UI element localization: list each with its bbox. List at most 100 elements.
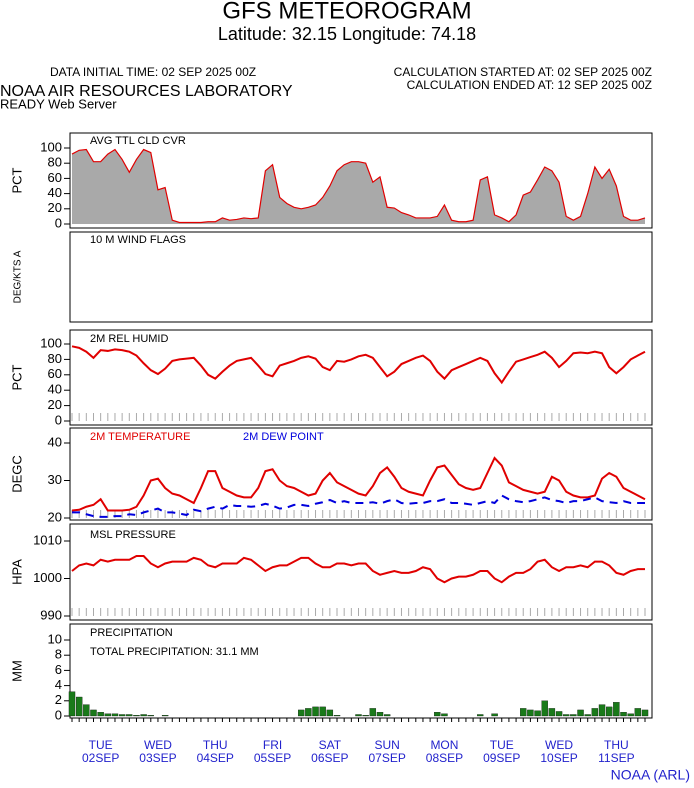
date-label: 10SEP [540, 751, 577, 765]
y-tick-label: 10 [48, 631, 62, 646]
day-label: FRI [263, 738, 282, 752]
cloud-area [72, 149, 645, 224]
precip-bar [312, 706, 319, 717]
y-tick-label: 30 [48, 472, 62, 487]
y-tick-label: 2 [55, 692, 62, 707]
precip-bar [298, 709, 305, 717]
precip-bar [598, 704, 606, 717]
day-label: SUN [374, 738, 399, 752]
day-label: TUE [490, 738, 514, 752]
day-label: TUE [89, 738, 113, 752]
day-label: WED [545, 738, 573, 752]
panel-frame [69, 623, 653, 719]
precip-bar [584, 714, 591, 717]
y-tick-label: 40 [48, 382, 62, 397]
day-label: WED [144, 738, 172, 752]
panel-frame [69, 132, 653, 229]
y-axis-label: HPA [9, 559, 24, 585]
series-line [71, 456, 646, 512]
precip-bar [362, 715, 369, 717]
precip-bar [140, 714, 147, 717]
day-label: THU [604, 738, 629, 752]
calc-ended: CALCULATION ENDED AT: 12 SEP 2025 00Z [407, 78, 652, 92]
y-tick-label: 4 [55, 677, 62, 692]
panel-frame [69, 427, 653, 521]
y-tick-label: 80 [48, 351, 62, 366]
precip-bar [369, 708, 377, 717]
y-tick-label: 8 [55, 647, 62, 662]
precip-bar [355, 714, 362, 717]
date-label: 07SEP [368, 751, 405, 765]
panel-title: 10 M WIND FLAGS [90, 234, 186, 246]
precip-bar [634, 708, 642, 717]
precip-bar [591, 708, 599, 717]
y-tick-label: 1010 [33, 532, 62, 547]
date-label: 04SEP [197, 751, 234, 765]
y-tick-label: 990 [40, 607, 62, 622]
location: Latitude: 32.15 Longitude: 74.18 [218, 24, 476, 44]
precip-bar [548, 708, 556, 717]
y-tick-label: 80 [48, 155, 62, 170]
calc-started: CALCULATION STARTED AT: 02 SEP 2025 00Z [394, 65, 652, 79]
precip-bar [577, 709, 584, 717]
title: GFS METEOROGRAM [222, 0, 471, 24]
precip-bar [111, 713, 119, 717]
precip-bar [376, 712, 384, 717]
precip-bar [97, 712, 104, 717]
precip-bar [75, 696, 83, 717]
precip-bar [641, 709, 649, 717]
panel-frame [69, 523, 653, 621]
precip-bar [326, 709, 334, 717]
date-label: 08SEP [426, 751, 463, 765]
legend-entry: 2M TEMPERATURE [90, 431, 190, 443]
date-label: 11SEP [598, 751, 634, 765]
y-tick-label: 0 [55, 412, 62, 427]
y-axis-label: DEG/KTS A [13, 250, 24, 303]
y-tick-label: 1000 [33, 570, 62, 585]
y-tick-label: 60 [48, 366, 62, 381]
y-tick-label: 6 [55, 662, 62, 677]
precip-bar [570, 714, 577, 717]
precip-bar [83, 704, 90, 717]
day-label: MON [430, 738, 458, 752]
precip-bar [563, 714, 570, 717]
precip-bar [126, 714, 133, 717]
precip-bar [613, 702, 620, 717]
date-label: 03SEP [139, 751, 176, 765]
footer: NOAA (ARL) [611, 767, 690, 783]
precip-bar [118, 714, 126, 717]
precip-bar [605, 706, 613, 717]
y-axis-label: PCT [9, 167, 24, 193]
precip-bar [620, 712, 627, 717]
precip-bar [527, 709, 534, 717]
legend-entry: 2M DEW POINT [243, 431, 324, 443]
precip-bar [133, 715, 140, 717]
y-tick-label: 0 [55, 215, 62, 230]
y-tick-label: 20 [48, 397, 62, 412]
precip-bar [68, 691, 76, 717]
precip-bar [147, 715, 154, 717]
date-label: 06SEP [311, 751, 348, 765]
panel-frame [69, 329, 653, 426]
precip-bar [90, 709, 97, 717]
y-tick-label: 100 [40, 335, 62, 350]
panel-frame [69, 231, 653, 323]
annotation: TOTAL PRECIPITATION: 31.1 MM [90, 646, 259, 658]
precip-bar [383, 714, 391, 717]
panel-title: MSL PRESSURE [90, 529, 176, 541]
lab: NOAA AIR RESOURCES LABORATORY [0, 83, 293, 100]
precip-bar [477, 714, 484, 717]
precip-bar [555, 711, 563, 717]
y-tick-label: 40 [48, 185, 62, 200]
panel-title: PRECIPITATION [90, 627, 173, 639]
precip-bar [627, 713, 634, 717]
y-tick-label: 60 [48, 170, 62, 185]
precip-bar [441, 713, 448, 717]
precip-bar [319, 706, 326, 717]
y-axis-label: MM [9, 660, 24, 682]
precip-bar [161, 715, 169, 717]
series-line [72, 494, 645, 518]
y-tick-label: 100 [40, 139, 62, 154]
panel-title: AVG TTL CLD CVR [90, 135, 186, 147]
